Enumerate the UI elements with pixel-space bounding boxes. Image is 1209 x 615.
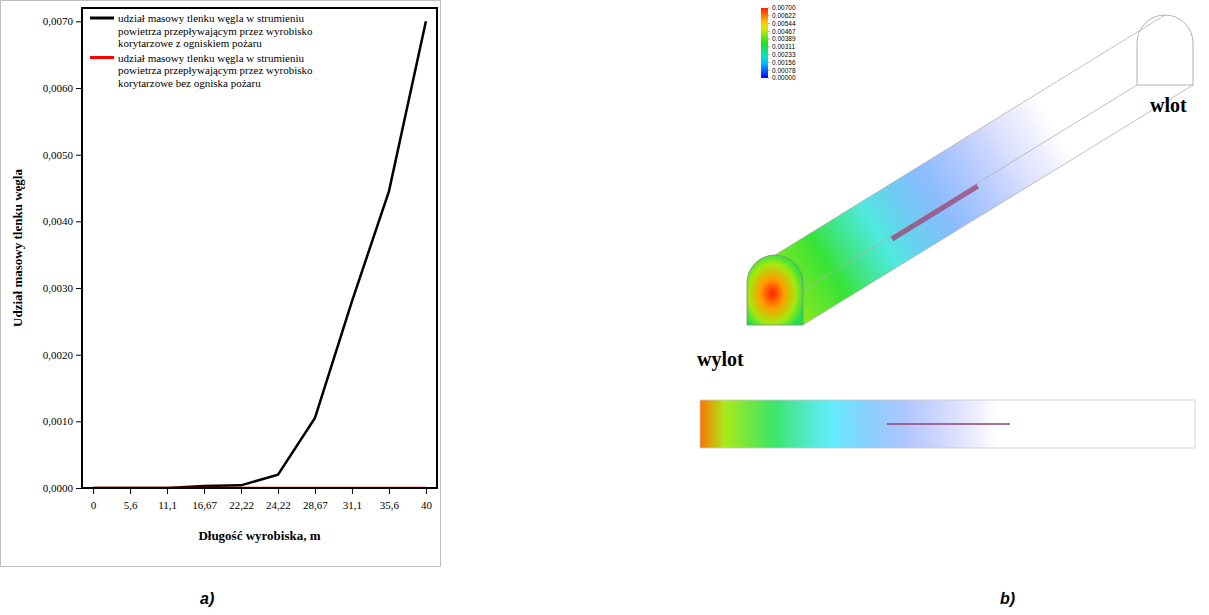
series-line [93,21,426,488]
colorbar-label: 0.00467 [772,28,796,35]
tick-label: 11,1 [158,499,177,511]
legend-line: udział masowy tlenku węgla w strumieniu [118,52,305,64]
tick-label: 28,67 [303,499,328,511]
annotation: wlot [1150,94,1187,116]
tick-label: 22,22 [229,499,254,511]
x-tick: 40 [421,488,433,511]
colorbar-label: 0.00156 [772,59,796,66]
y-tick: 0,0060 [43,82,82,94]
x-tick: 22,22 [229,488,254,511]
colorbar-tick [768,31,770,32]
colorbar-label: 0.00622 [772,12,796,19]
figure: 0,0000 0,0010 0,0020 0,0030 0,0040 0,0050 0,00… [0,0,1209,615]
colorbar-label: 0.00389 [772,35,796,42]
x-tick: 31,1 [343,488,362,511]
colorbar-tick [768,15,770,16]
y-tick: 0,0030 [43,282,82,294]
colorbar-label: 0.00700 [772,4,796,11]
x-tick: 35,6 [380,488,400,511]
x-tick: 11,1 [158,488,177,511]
tick-label: 31,1 [343,499,362,511]
plot-frame [82,8,437,488]
tunnel-edge [747,85,1137,325]
y-axis-title: Udział masowy tlenku węgla [10,169,25,327]
legend-line: udział masowy tlenku węgla w strumieniu [118,12,305,24]
side-volume [700,400,1195,448]
colorbar-label: 0.00078 [772,67,796,74]
y-tick: 0,0040 [43,215,82,227]
tick-label: 0,0070 [43,15,74,27]
x-axis-title: Długość wyrobiska, m [198,528,320,543]
y-tick: 0,0050 [43,149,82,161]
colorbar-label: 0.00311 [772,43,795,50]
colorbar-tick [768,70,770,71]
legend-line: powietrza przepływającym przez wyrobisko [118,25,313,37]
colorbar-label: 0.00233 [772,51,796,58]
tick-label: 0,0020 [43,349,74,361]
colorbar-tick [768,23,770,24]
legend-label: udział masowy tlenku węgla w strumieniup… [118,52,313,89]
tick-label: 40 [421,499,433,511]
x-tick: 16,67 [192,488,217,511]
colorbar: 0.007000.006220.005440.004670.003890.003… [761,4,796,81]
y-tick: 0,0010 [43,415,82,427]
plot-area [93,21,426,488]
colorbar-tick [768,54,770,55]
x-tick: 24,22 [266,488,291,511]
y-tick: 0,0000 [43,482,82,494]
panel-border [1,1,441,567]
tick-label: 5,6 [124,499,138,511]
x-tick: 28,67 [303,488,328,511]
legend: udział masowy tlenku węgla w strumieniup… [90,12,313,89]
panel-label: b) [1000,590,1015,607]
colorbar-label: 0.00544 [772,20,796,27]
colorbar-scale [761,8,768,78]
legend-swatch [90,56,114,59]
colorbar-tick [768,62,770,63]
tunnel-edge [775,15,1165,255]
legend-line: powietrza przepływającym przez wyrobisko [118,64,313,76]
tick-label: 0,0000 [43,482,74,494]
tunnel-volume [747,15,1193,325]
legend-line: korytarzowe bez ogniska pożaru [118,77,261,89]
x-tick: 0 [91,488,97,511]
panel-label: a) [200,590,214,607]
tick-label: 0,0060 [43,82,74,94]
inlet-face [1137,15,1193,85]
colorbar-tick [768,78,770,79]
outlet-face [747,255,803,325]
tick-label: 35,6 [380,499,400,511]
x-tick: 5,6 [124,488,138,511]
colorbar-label: 0.00000 [772,74,796,81]
tick-label: 16,67 [192,499,217,511]
tunnel-3d [747,15,1193,325]
fire-source [887,423,1010,425]
y-tick: 0,0020 [43,349,82,361]
y-tick: 0,0070 [43,15,82,27]
tick-label: 24,22 [266,499,291,511]
legend-swatch [90,17,114,20]
annotation: wylot [697,348,744,371]
tick-label: 0,0010 [43,415,74,427]
fire-source [892,186,978,239]
tick-label: 0 [91,499,97,511]
tick-label: 0,0050 [43,149,74,161]
tick-label: 0,0030 [43,282,74,294]
legend-line: korytarzowe z ogniskiem pożaru [118,37,262,49]
colorbar-tick [768,46,770,47]
tick-label: 0,0040 [43,215,74,227]
tunnel-edge [803,85,1193,325]
legend-label: udział masowy tlenku węgla w strumieniup… [118,12,313,49]
y-axis: 0,0000 0,0010 0,0020 0,0030 0,0040 0,0050 0,00… [43,9,83,495]
colorbar-tick [768,8,770,9]
x-axis: 0 5,6 11,1 16,67 22,22 24,22 28,67 31,1 35,6 40 [83,488,438,511]
side-view [700,400,1195,448]
colorbar-tick [768,39,770,40]
